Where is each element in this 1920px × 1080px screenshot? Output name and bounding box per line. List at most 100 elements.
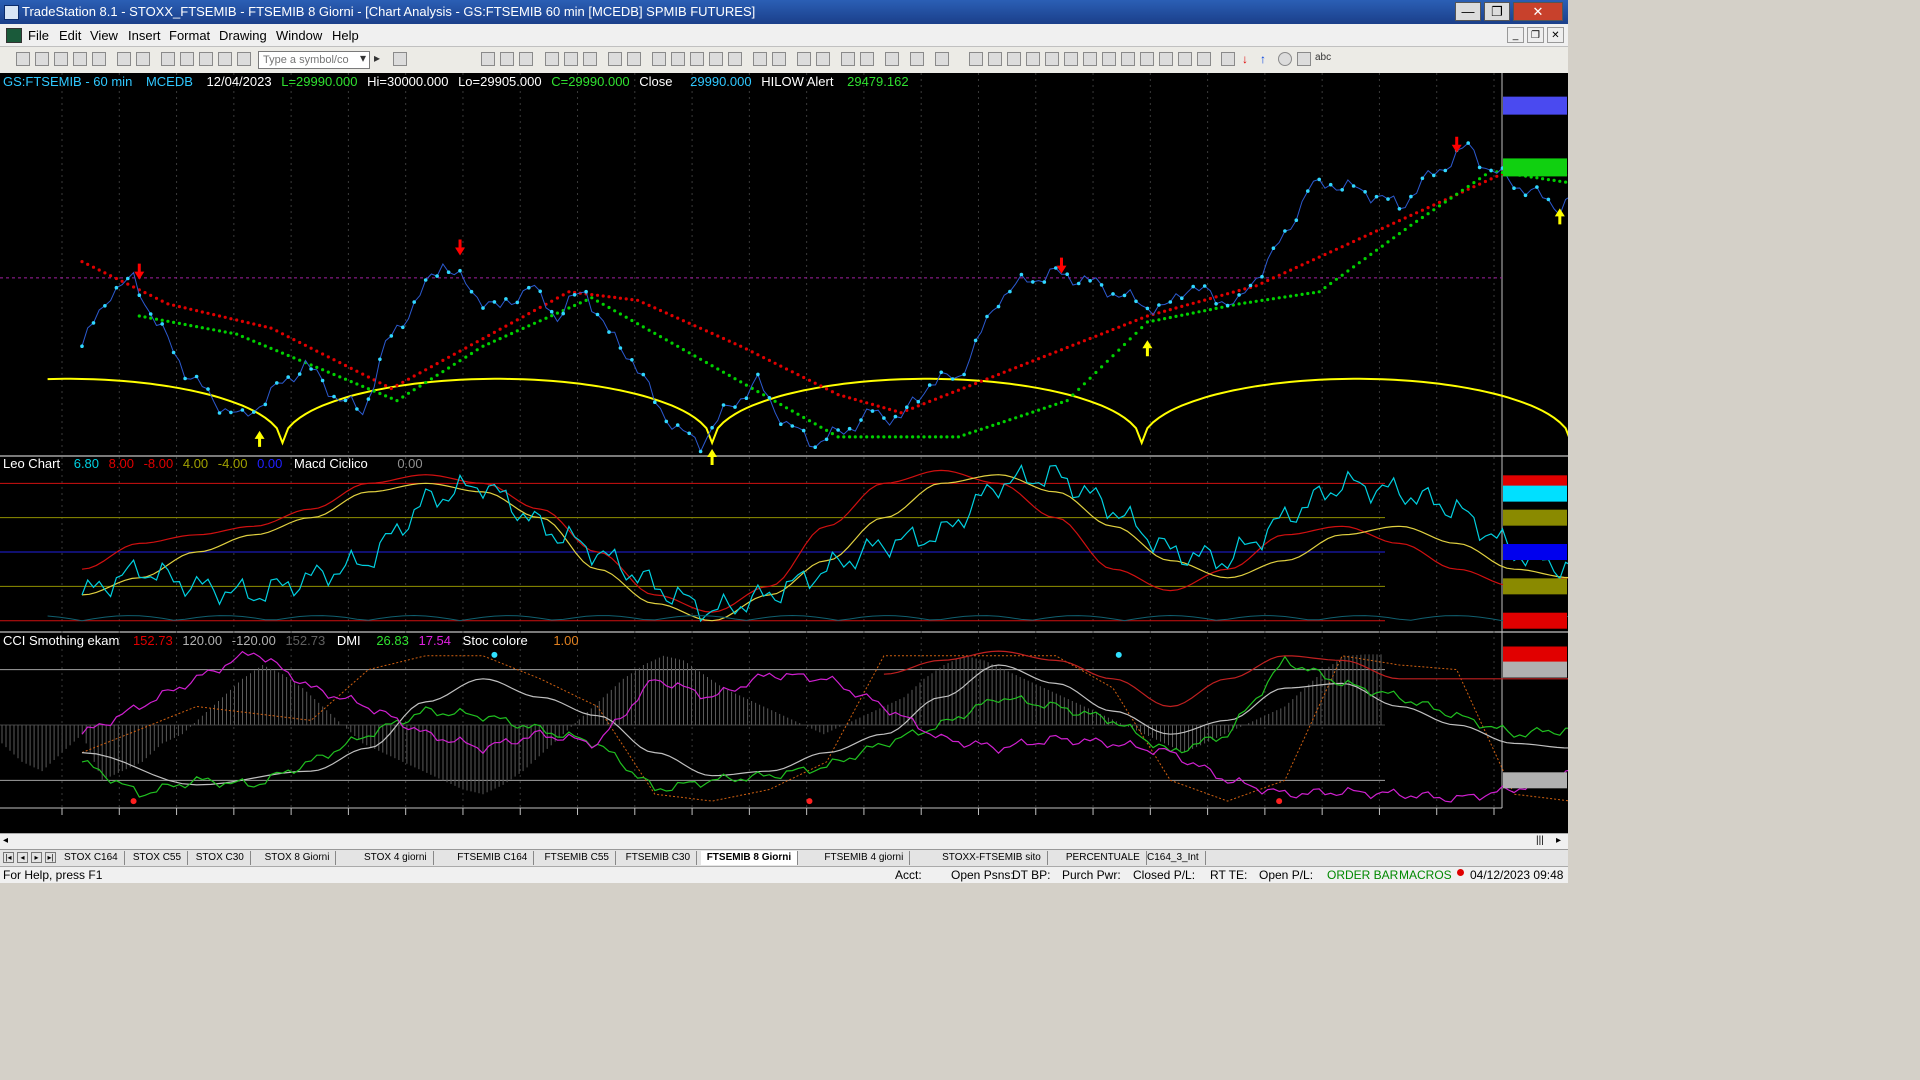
rectangle-icon[interactable] (1297, 52, 1311, 66)
print-preview-icon[interactable] (136, 52, 150, 66)
vertical-line-icon[interactable] (988, 52, 1002, 66)
table-icon[interactable] (519, 52, 533, 66)
time-zones-icon[interactable] (1102, 52, 1116, 66)
status-macros[interactable]: MACROS (1399, 868, 1452, 882)
tab-4[interactable]: STOX 4 giorni (358, 851, 434, 865)
data-window-icon[interactable] (860, 52, 874, 66)
zoom-out-icon[interactable] (816, 52, 830, 66)
minimize-button[interactable]: — (1455, 2, 1481, 21)
price-point (1283, 229, 1287, 233)
cci-red-line (883, 650, 1568, 708)
horizontal-scrollbar[interactable]: ◂ ||| ▸ (0, 833, 1568, 850)
up-arrow-icon[interactable]: ↑ (1260, 52, 1266, 66)
lock-icon[interactable] (199, 52, 213, 66)
document-icon[interactable] (6, 28, 22, 43)
chart-analysis-window[interactable]: GS:FTSEMIB - 60 min MCEDB 12/04/2023 L=2… (0, 73, 1568, 833)
tab-2[interactable]: STOX C30 (190, 851, 251, 865)
zoom-in-icon[interactable] (797, 52, 811, 66)
channel-icon[interactable] (1159, 52, 1173, 66)
open-icon[interactable] (35, 52, 49, 66)
speed-line-icon[interactable] (1045, 52, 1059, 66)
save-icon[interactable] (54, 52, 68, 66)
candlestick-icon[interactable] (671, 52, 685, 66)
tab-0[interactable]: STOX C164 (58, 851, 125, 865)
arrow-left-right-icon[interactable] (1140, 52, 1154, 66)
chart-icon[interactable] (481, 52, 495, 66)
menu-drawing[interactable]: Drawing (219, 28, 267, 43)
globe-icon[interactable] (237, 52, 251, 66)
play-icon[interactable]: ▸ (374, 51, 381, 65)
tab-first-icon[interactable]: |◂ (3, 852, 14, 863)
scroll-left-icon[interactable]: ◂ (3, 835, 9, 846)
menu-edit[interactable]: Edit (59, 28, 82, 43)
tab-last-icon[interactable]: ▸| (45, 852, 56, 863)
strategy-icon[interactable] (218, 52, 232, 66)
arc-icon[interactable] (1197, 52, 1211, 66)
down-arrow-icon[interactable]: ↓ (1242, 52, 1248, 66)
chevron-down-icon[interactable]: ▾ (360, 51, 367, 65)
tab-7[interactable]: FTSEMIB C30 (620, 851, 698, 865)
chart-canvas[interactable]: GS:FTSEMIB - 60 min MCEDB 12/04/2023 L=2… (0, 73, 1568, 833)
menu-view[interactable]: View (90, 28, 118, 43)
line-chart-icon[interactable] (690, 52, 704, 66)
curve-icon[interactable] (1221, 52, 1235, 66)
print-icon[interactable] (117, 52, 131, 66)
mdi-restore-button[interactable]: ❐ (1527, 27, 1544, 43)
symbol-input[interactable] (258, 51, 370, 69)
menu-format[interactable]: Format (169, 28, 211, 43)
tab-9[interactable]: FTSEMIB 4 giorni (818, 851, 911, 865)
scroll-thumb-icon[interactable]: ||| (1536, 835, 1544, 846)
point-figure-icon[interactable] (709, 52, 723, 66)
radar-icon[interactable] (545, 52, 559, 66)
spacing-icon[interactable] (772, 52, 786, 66)
scroll-right-icon[interactable]: ▸ (1556, 835, 1562, 846)
menu-insert[interactable]: Insert (128, 28, 161, 43)
matrix-icon[interactable] (608, 52, 622, 66)
trendline-icon[interactable] (969, 52, 983, 66)
status-order-bar[interactable]: ORDER BAR (1327, 868, 1399, 882)
folder-icon[interactable] (92, 52, 106, 66)
maximize-button[interactable]: ❐ (1484, 2, 1510, 21)
andrews-pitchfork-icon[interactable] (1083, 52, 1097, 66)
text-tool-icon[interactable]: abc (1315, 52, 1332, 63)
cycle-icon[interactable] (1178, 52, 1192, 66)
hilow-green-dot (504, 334, 508, 338)
tab-6[interactable]: FTSEMIB C55 (539, 851, 616, 865)
tab-3[interactable]: STOX 8 Giorni (259, 851, 337, 865)
new-icon[interactable] (16, 52, 30, 66)
tab-8[interactable]: FTSEMIB 8 Giorni (700, 851, 799, 865)
gann-fan-icon[interactable] (1064, 52, 1078, 66)
menu-help[interactable]: Help (332, 28, 359, 43)
horizontal-line-icon[interactable] (1007, 52, 1021, 66)
pointer-icon[interactable] (841, 52, 855, 66)
fibonacci-icon[interactable] (1026, 52, 1040, 66)
news-icon[interactable] (583, 52, 597, 66)
tab-1[interactable]: STOX C55 (127, 851, 189, 865)
ellipse-icon[interactable] (1278, 52, 1292, 66)
grid-icon[interactable] (500, 52, 514, 66)
tile-icon[interactable] (180, 52, 194, 66)
indicator-icon[interactable] (728, 52, 742, 66)
mdi-close-button[interactable]: ✕ (1547, 27, 1564, 43)
window-icon[interactable] (161, 52, 175, 66)
tab-11[interactable]: PERCENTUALE (1060, 851, 1147, 865)
copy-icon[interactable] (73, 52, 87, 66)
binoculars-icon[interactable] (393, 52, 407, 66)
menu-window[interactable]: Window (276, 28, 323, 43)
regression-icon[interactable] (1121, 52, 1135, 66)
scanner-icon[interactable] (564, 52, 578, 66)
zoom-bar-icon[interactable] (753, 52, 767, 66)
close-button[interactable]: ✕ (1513, 2, 1563, 21)
tools-icon[interactable] (885, 52, 899, 66)
mdi-minimize-button[interactable]: _ (1507, 27, 1524, 43)
tab-next-icon[interactable]: ▸ (31, 852, 42, 863)
options-icon[interactable] (627, 52, 641, 66)
bar-chart-icon[interactable] (652, 52, 666, 66)
tab-5[interactable]: FTSEMIB C164 (451, 851, 535, 865)
crosshair-icon[interactable] (910, 52, 924, 66)
menu-file[interactable]: File (28, 28, 49, 43)
tab-10[interactable]: STOXX-FTSEMIB sito (936, 851, 1048, 865)
tab-12[interactable]: C164_3_Int (1141, 851, 1206, 865)
refresh-icon[interactable] (935, 52, 949, 66)
tab-prev-icon[interactable]: ◂ (17, 852, 28, 863)
